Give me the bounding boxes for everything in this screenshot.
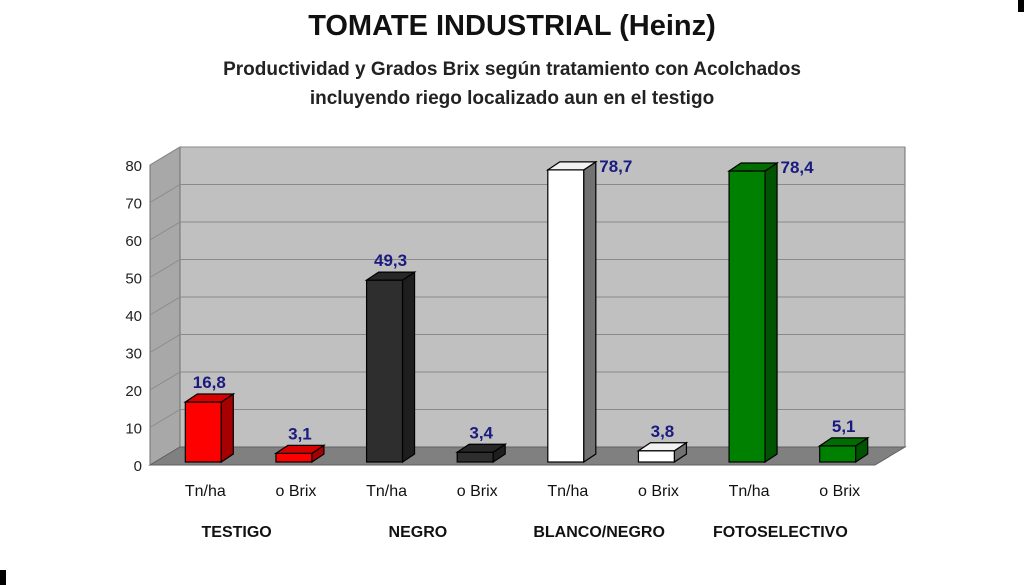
y-tick-label: 30	[125, 346, 142, 363]
bar-top-face	[273, 444, 326, 454]
gridline-side	[149, 221, 181, 241]
bar-front-face	[547, 169, 585, 463]
bar-front-face	[819, 445, 857, 463]
bar-front-face	[728, 170, 766, 463]
bar-value-label: 5,1	[832, 417, 856, 436]
bar-top-face	[183, 393, 236, 403]
bar-blanco-negro-tnha	[545, 160, 598, 464]
y-tick-label: 70	[125, 196, 142, 213]
group-label: TESTIGO	[202, 524, 272, 541]
gridline-side	[149, 334, 181, 353]
gridline-side	[149, 371, 181, 391]
y-tick-label: 60	[125, 233, 142, 250]
bar-front-face	[637, 450, 676, 463]
chart-title: TOMATE INDUSTRIAL (Heinz)	[308, 10, 716, 42]
subtitle-line-1: Productividad y Grados Brix según tratam…	[223, 59, 801, 80]
bar-testigo-tnha	[183, 392, 236, 464]
bar-value-label: 3,4	[469, 423, 493, 442]
y-tick-label: 10	[125, 421, 142, 438]
bar-front-face	[275, 452, 313, 463]
bar-value-label: 78,4	[781, 158, 815, 177]
chart-subtitle: Productividad y Grados Brix según tratam…	[0, 55, 1024, 113]
subtitle-line-2: incluyendo riego localizado aun en el te…	[309, 88, 715, 109]
bar-negro-tnha	[364, 271, 417, 464]
x-tick-label: Tn/ha	[185, 483, 226, 500]
bar-blanco-negro-brix	[636, 441, 689, 464]
bar-testigo-brix	[273, 444, 326, 464]
chart-floor	[148, 446, 907, 466]
bar-side-face	[401, 271, 416, 464]
gridline-side	[149, 296, 181, 316]
group-label: BLANCO/NEGRO	[533, 524, 665, 541]
bar-fotoselectivo-tnha	[727, 161, 780, 464]
bar-front-face	[456, 451, 494, 463]
x-tick-label: Tn/ha	[366, 483, 407, 500]
bar-top-face	[364, 271, 417, 281]
bar-value-label: 78,7	[599, 157, 632, 176]
y-tick-label: 20	[125, 383, 142, 400]
bar-top-face	[545, 161, 598, 171]
bar-front-face	[184, 401, 222, 463]
y-tick-label: 80	[125, 158, 142, 175]
group-label: FOTOSELECTIVO	[713, 524, 848, 541]
bar-value-label: 49,3	[374, 251, 407, 270]
bar-negro-brix	[455, 443, 508, 464]
bar-front-face	[365, 279, 404, 463]
gridline-side	[149, 184, 181, 203]
corner-mark-bottom-left	[0, 570, 6, 585]
bar-fotoselectivo-brix	[817, 436, 870, 464]
bar-top-face	[636, 442, 689, 452]
x-tick-label: o Brix	[275, 483, 316, 500]
bar-top-face	[817, 437, 870, 447]
bar-value-label: 16,8	[193, 373, 226, 392]
bar-value-label: 3,1	[288, 424, 312, 443]
x-tick-label: Tn/ha	[729, 483, 770, 500]
gridline-side	[149, 409, 181, 428]
gridline-side	[149, 259, 181, 278]
y-tick-label: 40	[125, 308, 142, 325]
x-tick-label: o Brix	[638, 483, 679, 500]
y-tick-label: 50	[125, 271, 142, 288]
group-label: NEGRO	[389, 524, 448, 541]
bar-side-face	[583, 160, 597, 464]
x-tick-label: o Brix	[457, 483, 498, 500]
bar-side-face	[220, 392, 234, 464]
x-tick-label: o Brix	[819, 483, 860, 500]
bar-side-face	[764, 161, 778, 464]
gridline-side	[149, 146, 181, 166]
bar-value-label: 3,8	[651, 422, 675, 441]
bar-top-face	[455, 443, 508, 453]
x-tick-label: Tn/ha	[547, 483, 588, 500]
corner-mark-top-right	[1018, 0, 1024, 12]
bar-top-face	[727, 162, 780, 172]
y-tick-label: 0	[134, 458, 142, 475]
